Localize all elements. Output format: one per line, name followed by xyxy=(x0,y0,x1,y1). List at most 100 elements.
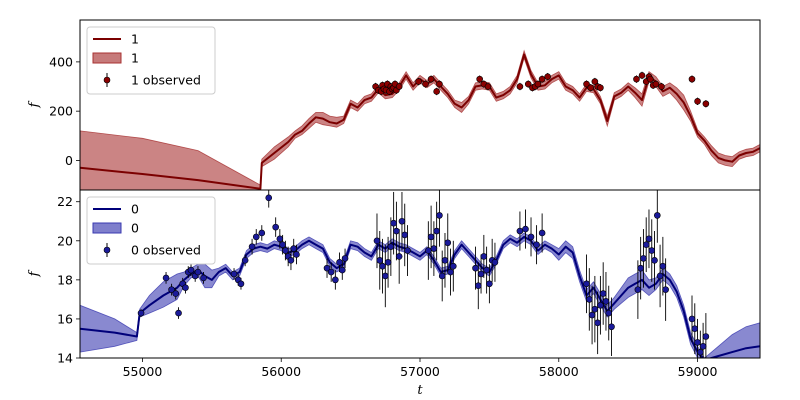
bottom-observed-point xyxy=(594,319,601,327)
bottom-observed-point xyxy=(472,264,479,272)
top-legend-band-swatch xyxy=(92,52,122,64)
bottom-observed-point xyxy=(200,274,207,282)
top-panel: 0 200 400 f 1 1 1 observed xyxy=(27,19,761,191)
bottom-y-tick-label: 20 xyxy=(57,233,73,248)
bottom-observed-point xyxy=(480,253,488,260)
bottom-observed-point xyxy=(634,286,642,293)
bottom-observed-point xyxy=(401,231,409,239)
top-observed-point xyxy=(422,80,429,88)
bottom-legend-points-label: 0 observed xyxy=(131,243,201,258)
top-observed-point xyxy=(433,88,440,95)
bottom-y-tick-label: 22 xyxy=(57,194,73,209)
top-observed-point xyxy=(652,80,660,88)
top-legend-marker-swatch xyxy=(103,76,111,84)
top-legend-band-label: 1 xyxy=(131,51,139,66)
top-observed-point xyxy=(516,83,524,90)
top-observed-point xyxy=(694,98,701,105)
x-tick-label: 58000 xyxy=(539,364,579,379)
bottom-observed-point xyxy=(608,323,615,331)
top-observed-point xyxy=(436,80,443,88)
bottom-observed-point xyxy=(272,223,279,231)
bottom-observed-point xyxy=(441,257,449,264)
bottom-observed-point xyxy=(538,229,546,237)
x-tick-label: 57000 xyxy=(400,364,440,379)
bottom-legend-band-swatch xyxy=(92,222,122,234)
top-legend-line-label: 1 xyxy=(131,32,139,47)
bottom-observed-point xyxy=(237,280,245,288)
top-y-tick-label: 200 xyxy=(49,104,73,119)
bottom-observed-point xyxy=(694,339,701,346)
bottom-observed-point xyxy=(279,241,286,248)
bottom-observed-point xyxy=(591,305,599,313)
bottom-observed-point xyxy=(436,212,443,219)
bottom-observed-point xyxy=(162,274,170,282)
bottom-observed-point xyxy=(659,262,667,270)
bottom-observed-point xyxy=(637,264,644,272)
bottom-observed-point xyxy=(379,262,386,270)
top-y-ticks: 0 200 400 xyxy=(49,54,80,168)
bottom-y-tick-label: 18 xyxy=(57,272,73,287)
bottom-y-ticks: 14 16 18 20 22 xyxy=(57,194,80,366)
bottom-panel: 14 16 18 20 22 55000 56000 57000 58000 59000 f t… xyxy=(27,189,761,398)
bottom-observed-point xyxy=(390,219,397,227)
bottom-observed-point xyxy=(338,266,346,274)
bottom-observed-point xyxy=(450,262,457,270)
bottom-observed-point xyxy=(527,233,535,241)
bottom-observed-point xyxy=(477,270,485,278)
bottom-observed-point xyxy=(486,280,493,288)
bottom-observed-point xyxy=(605,309,613,317)
top-observed-point xyxy=(395,83,403,90)
bottom-observed-point xyxy=(651,257,658,264)
bottom-observed-point xyxy=(376,257,384,264)
bottom-observed-point xyxy=(474,282,482,290)
bottom-legend-line-label: 0 xyxy=(131,202,139,217)
top-observed-point xyxy=(538,75,546,83)
bottom-observed-point xyxy=(599,290,607,297)
bottom-y-axis-label: f xyxy=(27,269,42,277)
bottom-observed-point xyxy=(640,255,647,262)
top-y-tick-label: 0 xyxy=(65,153,73,168)
bottom-observed-point xyxy=(404,247,411,254)
bottom-observed-point xyxy=(187,266,195,274)
top-legend-points-label: 1 observed xyxy=(131,73,201,88)
bottom-observed-point xyxy=(373,237,381,245)
bottom-observed-point xyxy=(323,264,331,272)
bottom-observed-point xyxy=(252,233,260,241)
top-legend: 1 1 1 observed xyxy=(86,26,216,95)
bottom-legend-box xyxy=(86,196,216,265)
bottom-observed-point xyxy=(137,309,145,317)
bottom-y-tick-label: 16 xyxy=(57,311,73,326)
bottom-observed-point xyxy=(293,251,300,258)
top-model-line xyxy=(80,53,760,190)
bottom-observed-point xyxy=(597,301,604,309)
bottom-observed-point xyxy=(398,217,406,225)
bottom-observed-point xyxy=(697,348,704,356)
bottom-observed-point xyxy=(425,247,432,254)
bottom-observed-point xyxy=(447,268,454,276)
bottom-observed-point xyxy=(438,272,446,280)
top-observed-point xyxy=(476,75,483,83)
bottom-observed-point xyxy=(516,227,524,235)
bottom-observed-point xyxy=(586,296,593,303)
top-observed-point xyxy=(688,75,696,83)
bottom-observed-point xyxy=(168,286,175,293)
bottom-observed-point xyxy=(691,325,699,332)
bottom-observed-point xyxy=(702,333,710,340)
x-tick-label: 56000 xyxy=(261,364,301,379)
bottom-observed-point xyxy=(382,272,389,280)
x-tick-label: 59000 xyxy=(678,364,718,379)
bottom-observed-point xyxy=(194,268,202,276)
bottom-observed-point xyxy=(248,243,256,250)
bottom-y-tick-label: 14 xyxy=(57,351,73,366)
bottom-observed-point xyxy=(287,257,295,264)
bottom-observed-point xyxy=(276,235,284,243)
top-observed-point xyxy=(484,83,492,90)
top-observed-point xyxy=(583,80,590,88)
top-observed-point xyxy=(415,78,422,85)
bottom-observed-point xyxy=(387,243,395,250)
bottom-observed-point xyxy=(282,247,289,254)
bottom-observed-point xyxy=(583,280,590,288)
top-observed-point xyxy=(597,84,604,92)
x-axis-label: t xyxy=(417,383,423,398)
